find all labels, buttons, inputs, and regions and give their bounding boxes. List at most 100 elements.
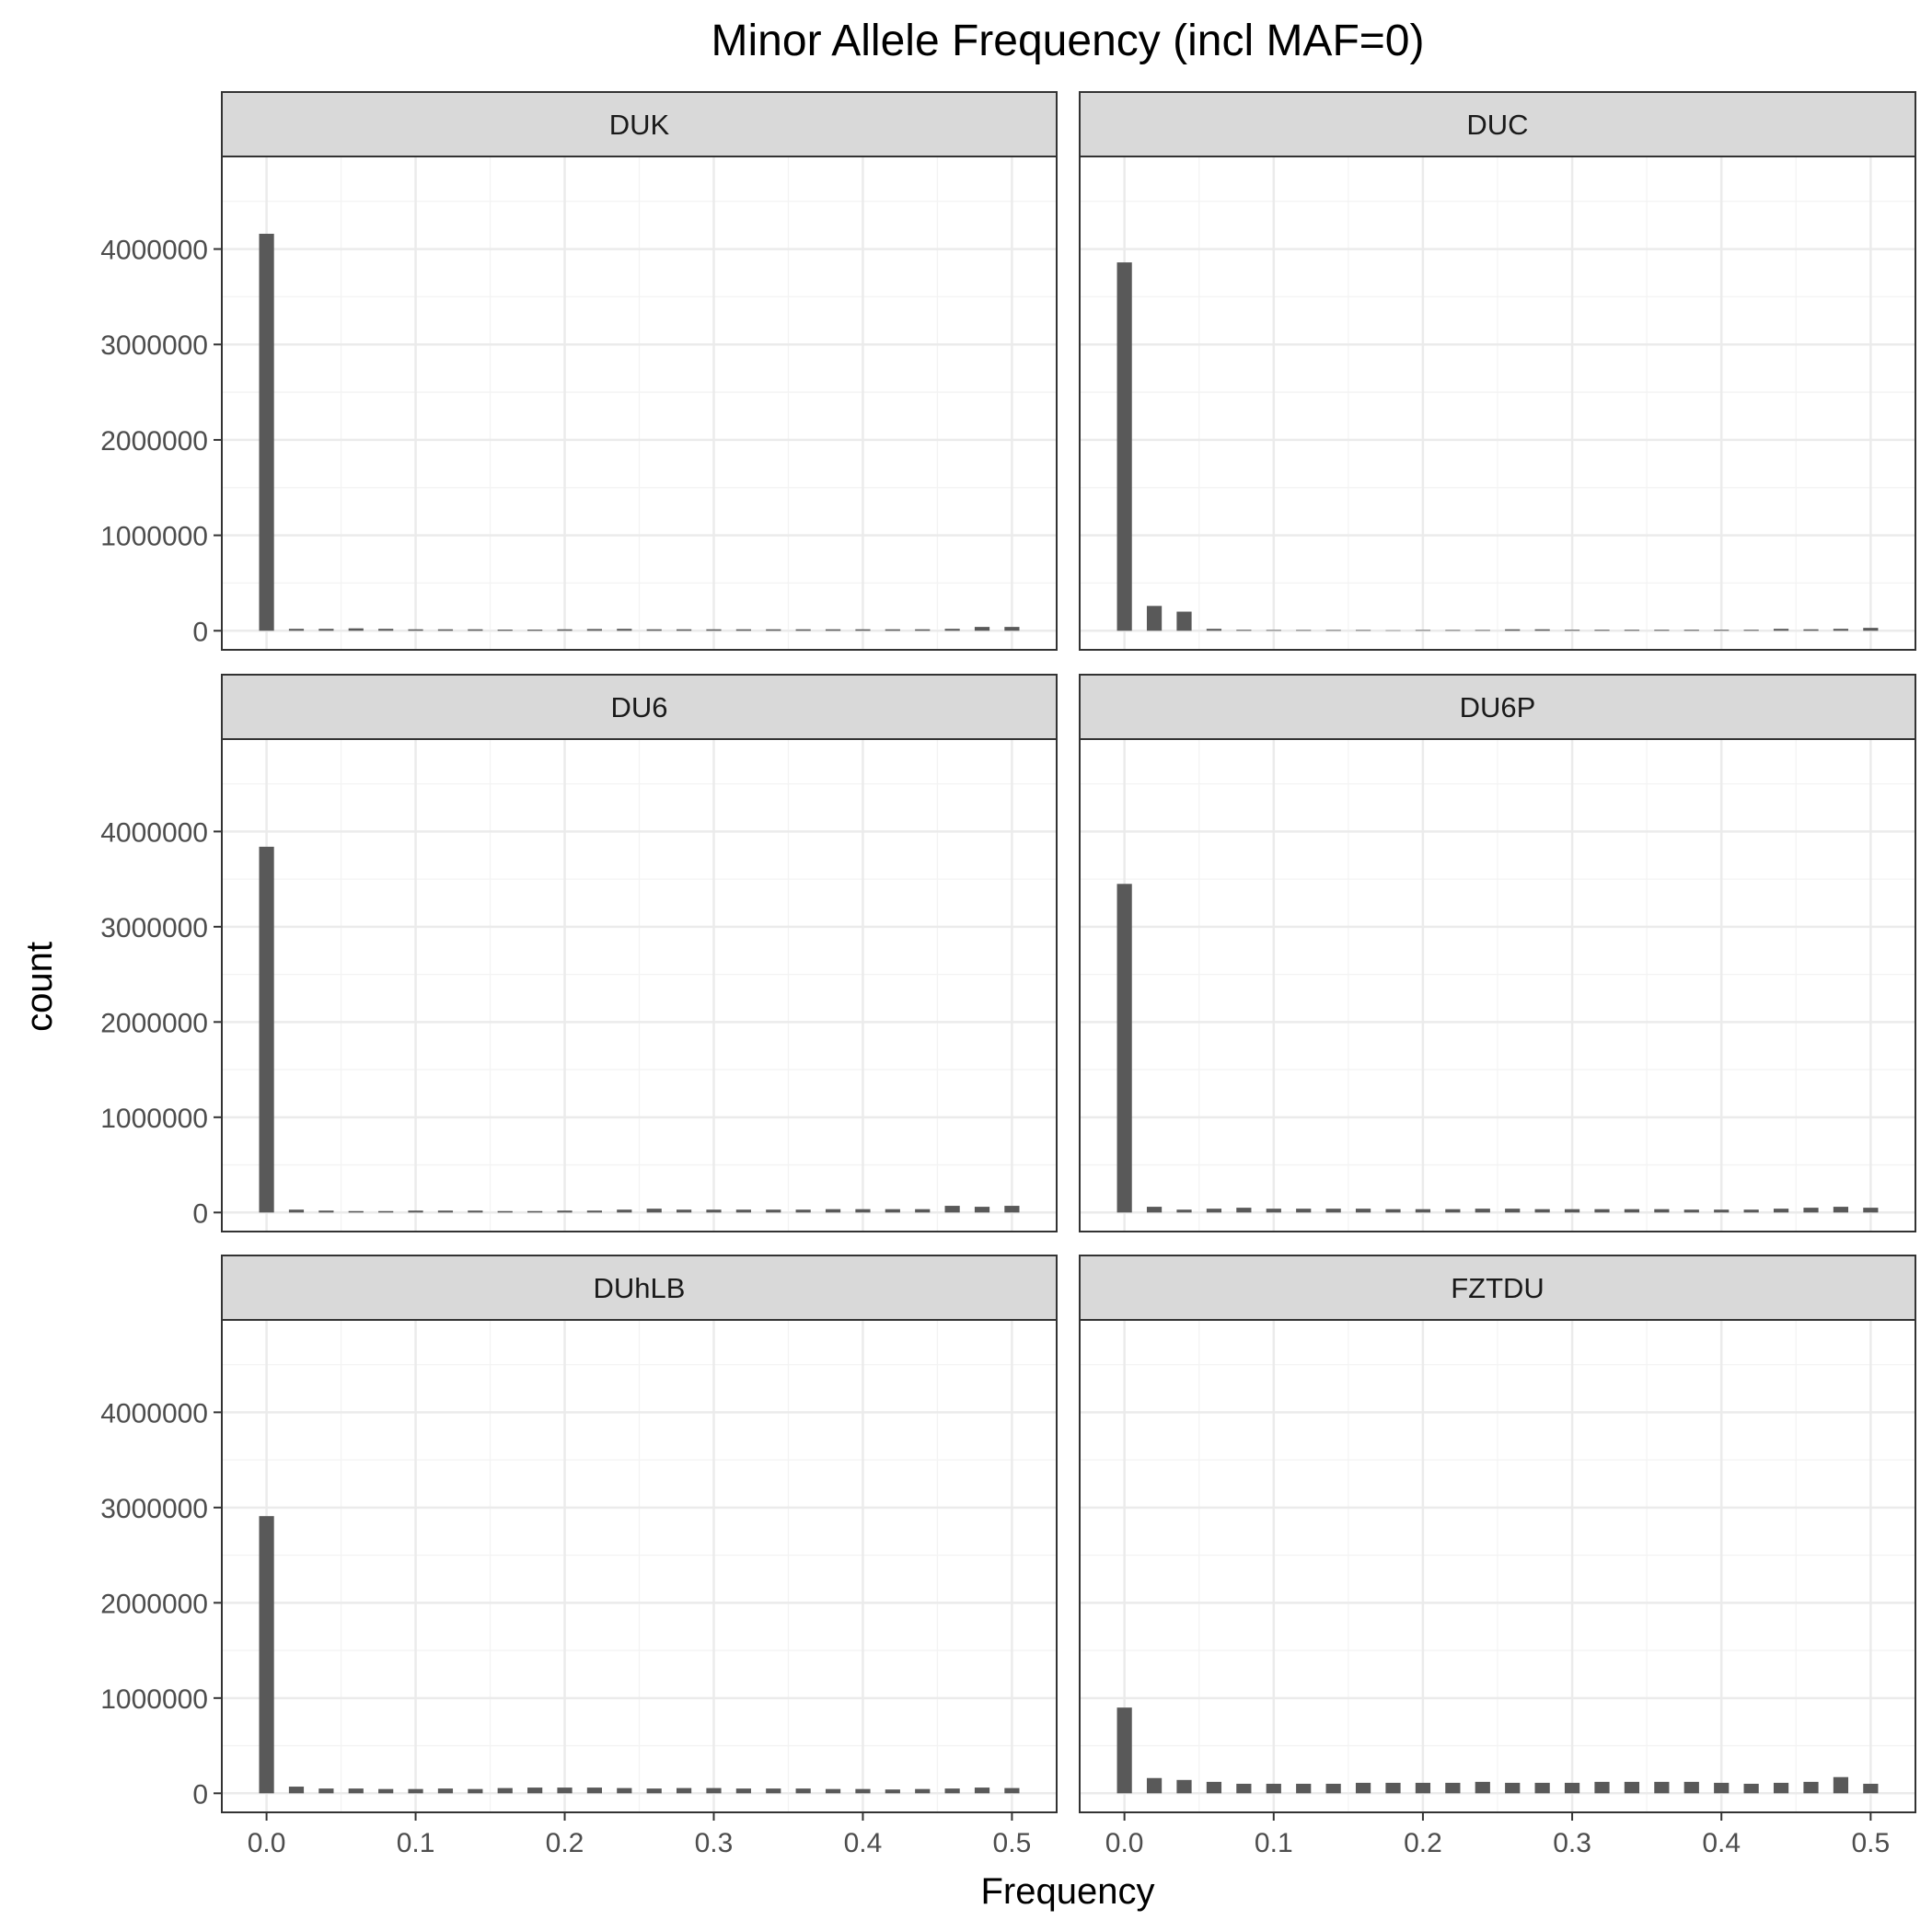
histogram-bar: [1325, 630, 1341, 631]
histogram-bar: [1564, 1782, 1580, 1794]
histogram-bar: [1505, 1209, 1521, 1213]
histogram-bar: [259, 1516, 274, 1794]
histogram-bar: [348, 1210, 364, 1213]
facet-strip-label: FZTDU: [1451, 1272, 1544, 1304]
y-tick-label: 4000000: [100, 817, 208, 848]
histogram-bar: [497, 1787, 513, 1794]
histogram-bar: [1863, 628, 1879, 631]
histogram-bar: [1475, 1209, 1490, 1213]
x-tick-label: 0.0: [248, 1828, 286, 1858]
histogram-bar: [437, 629, 454, 631]
histogram-bar: [766, 1209, 781, 1213]
histogram-bar: [1206, 629, 1222, 631]
y-tick-label: 4000000: [100, 1398, 208, 1429]
histogram-bar: [944, 1206, 960, 1213]
histogram-bar: [1505, 629, 1521, 631]
histogram-bar: [259, 233, 274, 631]
histogram-bar: [825, 1788, 841, 1794]
histogram-bar: [1325, 1209, 1341, 1213]
histogram-bar: [1564, 1209, 1580, 1213]
histogram-bar: [557, 629, 573, 631]
y-tick-label: 0: [192, 1198, 208, 1229]
histogram-bar: [1236, 1208, 1252, 1213]
histogram-bar: [1116, 262, 1132, 631]
histogram-bar: [676, 629, 692, 631]
histogram-bar: [855, 1788, 871, 1794]
histogram-bar: [378, 1788, 394, 1794]
x-tick-label: 0.4: [844, 1828, 883, 1858]
histogram-bar: [1773, 629, 1789, 631]
histogram-bar: [348, 628, 364, 631]
histogram-bar: [1206, 1209, 1222, 1213]
y-tick-label: 3000000: [100, 1494, 208, 1524]
histogram-bar: [885, 629, 900, 631]
histogram-bar: [885, 1789, 900, 1794]
x-tick-label: 0.0: [1105, 1828, 1144, 1858]
histogram-bar: [1624, 1209, 1640, 1213]
panel-du6p: DU6P: [1079, 674, 1916, 1232]
histogram-bar: [1534, 1209, 1550, 1213]
histogram-bar: [1385, 1782, 1401, 1794]
histogram-bar: [1654, 1209, 1670, 1213]
histogram-bar: [706, 629, 722, 631]
histogram-bar: [1803, 629, 1819, 631]
histogram-bar: [1803, 1208, 1819, 1213]
histogram-bar: [1714, 1209, 1730, 1213]
histogram-bar: [1445, 630, 1461, 631]
x-tick-label: 0.4: [1702, 1828, 1741, 1858]
histogram-bar: [557, 1787, 573, 1794]
x-tick-label: 0.1: [397, 1828, 435, 1858]
facet-strip: [221, 91, 1058, 157]
x-tick-label: 0.1: [1255, 1828, 1293, 1858]
histogram-bar: [1714, 630, 1730, 631]
histogram-bar: [944, 1788, 960, 1794]
histogram-bar: [855, 1209, 871, 1213]
histogram-bar: [735, 1788, 751, 1794]
histogram-bar: [288, 629, 305, 631]
histogram-bar: [1206, 1781, 1222, 1794]
histogram-bar: [617, 629, 632, 631]
histogram-bar: [1325, 1783, 1341, 1794]
y-tick-label: 2000000: [100, 1589, 208, 1619]
histogram-bar: [885, 1209, 900, 1213]
panel-fztdu: FZTDU 0.0 0.1 0.2 0.3 0.4 0.5: [1079, 1255, 1916, 1858]
histogram-bar: [795, 629, 811, 631]
histogram-bar: [378, 1210, 394, 1213]
histogram-bar: [706, 1787, 722, 1794]
histogram-bar: [795, 1209, 811, 1213]
histogram-bar: [586, 1210, 603, 1213]
histogram-bar: [1863, 1208, 1879, 1213]
histogram-bar: [1624, 630, 1640, 631]
histogram-bar: [468, 1788, 483, 1794]
y-tick-label: 1000000: [100, 1104, 208, 1134]
histogram-bar: [437, 1210, 454, 1213]
histogram-bar: [1176, 611, 1192, 631]
histogram-bar: [1116, 884, 1132, 1213]
histogram-bar: [1654, 1781, 1670, 1794]
histogram-bar: [288, 1209, 305, 1213]
histogram-bar: [1475, 1781, 1490, 1794]
histogram-bar: [1624, 1781, 1640, 1794]
histogram-bar: [1833, 1776, 1849, 1794]
histogram-bar: [259, 846, 274, 1213]
histogram-bar: [1266, 1209, 1281, 1213]
histogram-bar: [1296, 630, 1312, 631]
histogram-bar: [646, 1209, 662, 1213]
chart-title: Minor Allele Frequency (incl MAF=0): [711, 17, 1425, 65]
histogram-bar: [1594, 630, 1610, 631]
facet-strip-label: DU6P: [1460, 691, 1536, 723]
histogram-bar: [825, 1209, 841, 1213]
histogram-bar: [1385, 1209, 1401, 1213]
histogram-bar: [348, 1788, 364, 1794]
histogram-bar: [497, 630, 513, 631]
histogram-bar: [974, 1787, 990, 1794]
histogram-bar: [1355, 630, 1371, 631]
histogram-bar: [318, 629, 334, 631]
histogram-bar: [646, 1788, 662, 1794]
panel-du6: DU6 0 1000000 2000000 3000000 4000000: [100, 674, 1058, 1232]
y-tick-label: 1000000: [100, 522, 208, 552]
y-tick-label: 0: [192, 1779, 208, 1810]
y-tick-label: 2000000: [100, 1008, 208, 1038]
histogram-bar: [1236, 630, 1252, 631]
histogram-bar: [1743, 1783, 1759, 1794]
